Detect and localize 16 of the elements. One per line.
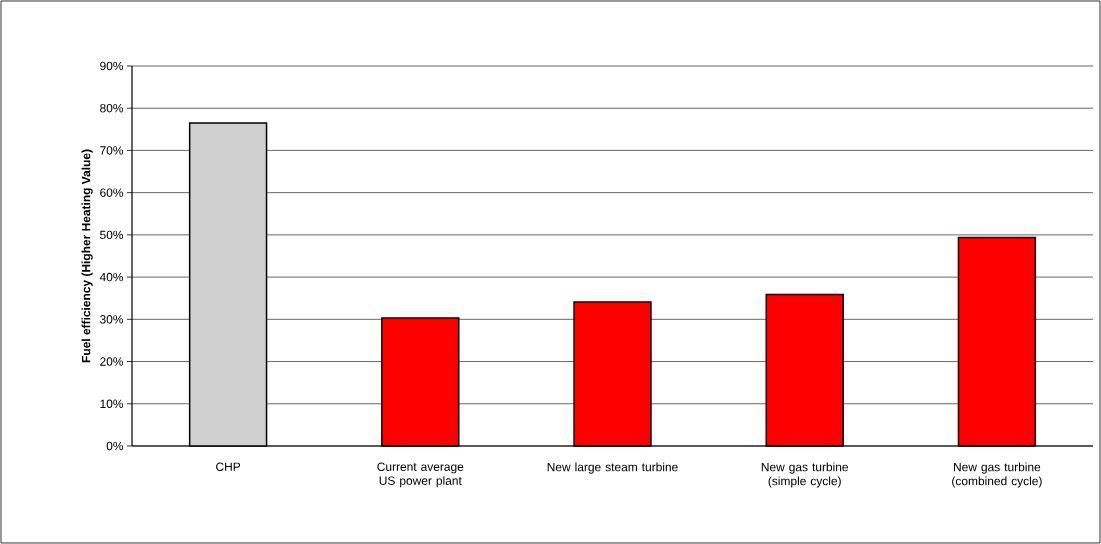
- y-tick-label: 20%: [100, 357, 124, 366]
- x-tick-label: Current average US power plant: [377, 462, 464, 488]
- y-tick-label: 90%: [100, 61, 124, 71]
- x-tick-label: New large steam turbine: [547, 462, 678, 474]
- y-tick-label: 40%: [99, 272, 124, 282]
- x-tick-label: CHP: [216, 462, 241, 471]
- y-tick-label: 10%: [100, 399, 124, 408]
- y-tick-label: 60%: [100, 188, 124, 197]
- y-tick-label: 70%: [100, 146, 124, 155]
- x-tick-label: New gas turbine (combined cycle): [952, 462, 1042, 488]
- y-tick-label: 80%: [100, 103, 124, 113]
- y-axis-title: Fuel efficiency (Higher Heating Value): [81, 149, 93, 363]
- y-tick-label: 30%: [100, 315, 124, 324]
- y-tick-label: 50%: [100, 230, 124, 240]
- x-tick-label: New gas turbine (simple cycle): [761, 462, 848, 488]
- y-tick-label: 0%: [106, 441, 124, 451]
